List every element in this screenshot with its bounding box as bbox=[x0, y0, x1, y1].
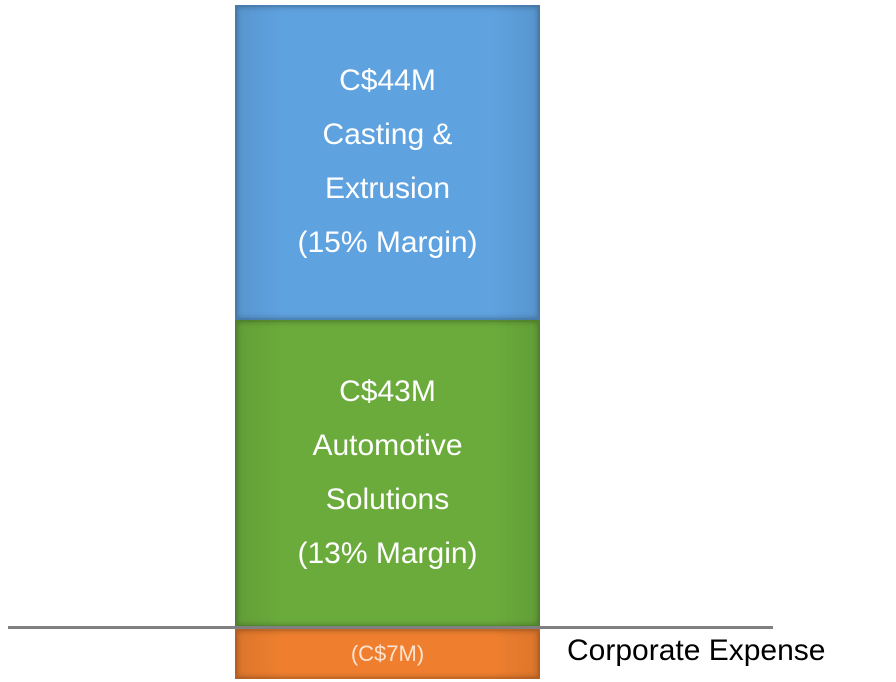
value-label: C$44M bbox=[339, 64, 436, 98]
bar-segment: C$44M Casting & Extrusion (15% Margin) bbox=[235, 5, 540, 320]
segment-name: Casting & Extrusion bbox=[322, 118, 453, 206]
margin-label: (15% Margin) bbox=[297, 226, 478, 260]
value-label: C$43M bbox=[339, 375, 436, 409]
value-label: (C$7M) bbox=[350, 641, 425, 667]
baseline bbox=[8, 626, 773, 629]
segment-name: Corporate Expense bbox=[567, 634, 826, 668]
segment-name: Automotive Solutions bbox=[312, 429, 463, 517]
bar-segment: C$43M Automotive Solutions (13% Margin) bbox=[235, 319, 540, 627]
bar-segment: (C$7M) bbox=[235, 629, 540, 680]
margin-label: (13% Margin) bbox=[297, 537, 478, 571]
